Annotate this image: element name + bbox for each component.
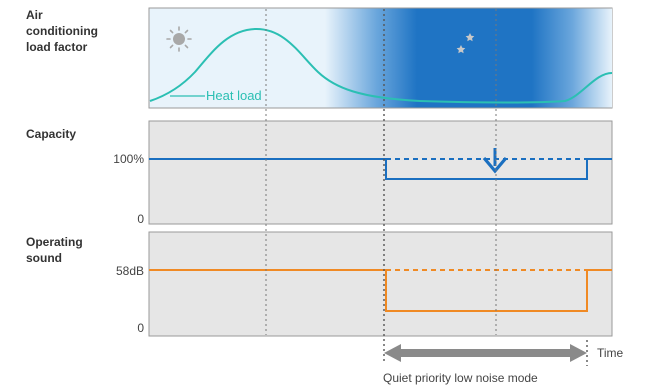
quiet-mode-label: Quiet priority low noise mode <box>383 371 538 385</box>
load-factor-label: Air conditioning load factor <box>26 8 98 54</box>
time-guides <box>265 9 497 362</box>
heat-load-label: Heat load <box>206 88 262 103</box>
capacity-panel-bg <box>148 120 613 225</box>
operating-sound-label: Operating sound <box>26 235 83 265</box>
time-axis-label: Time <box>597 346 624 360</box>
sun-icon <box>166 26 192 52</box>
night-band <box>325 8 612 108</box>
capacity-tick-high: 100% <box>113 152 144 166</box>
quiet-mode-range-arrow <box>384 340 588 366</box>
capacity-tick-low: 0 <box>137 212 144 226</box>
sound-tick-high: 58dB <box>115 264 144 278</box>
capacity-line <box>149 158 612 180</box>
sound-tick-low: 0 <box>137 321 144 335</box>
down-arrow-icon <box>482 148 508 174</box>
capacity-panel <box>148 120 613 225</box>
sound-line <box>149 269 612 312</box>
load-panel <box>148 7 613 109</box>
heat-load-curve <box>149 27 613 104</box>
sound-panel <box>148 231 613 337</box>
sound-panel-bg <box>148 231 613 337</box>
moon-and-stars-icon <box>456 33 503 60</box>
capacity-label: Capacity <box>26 127 77 141</box>
